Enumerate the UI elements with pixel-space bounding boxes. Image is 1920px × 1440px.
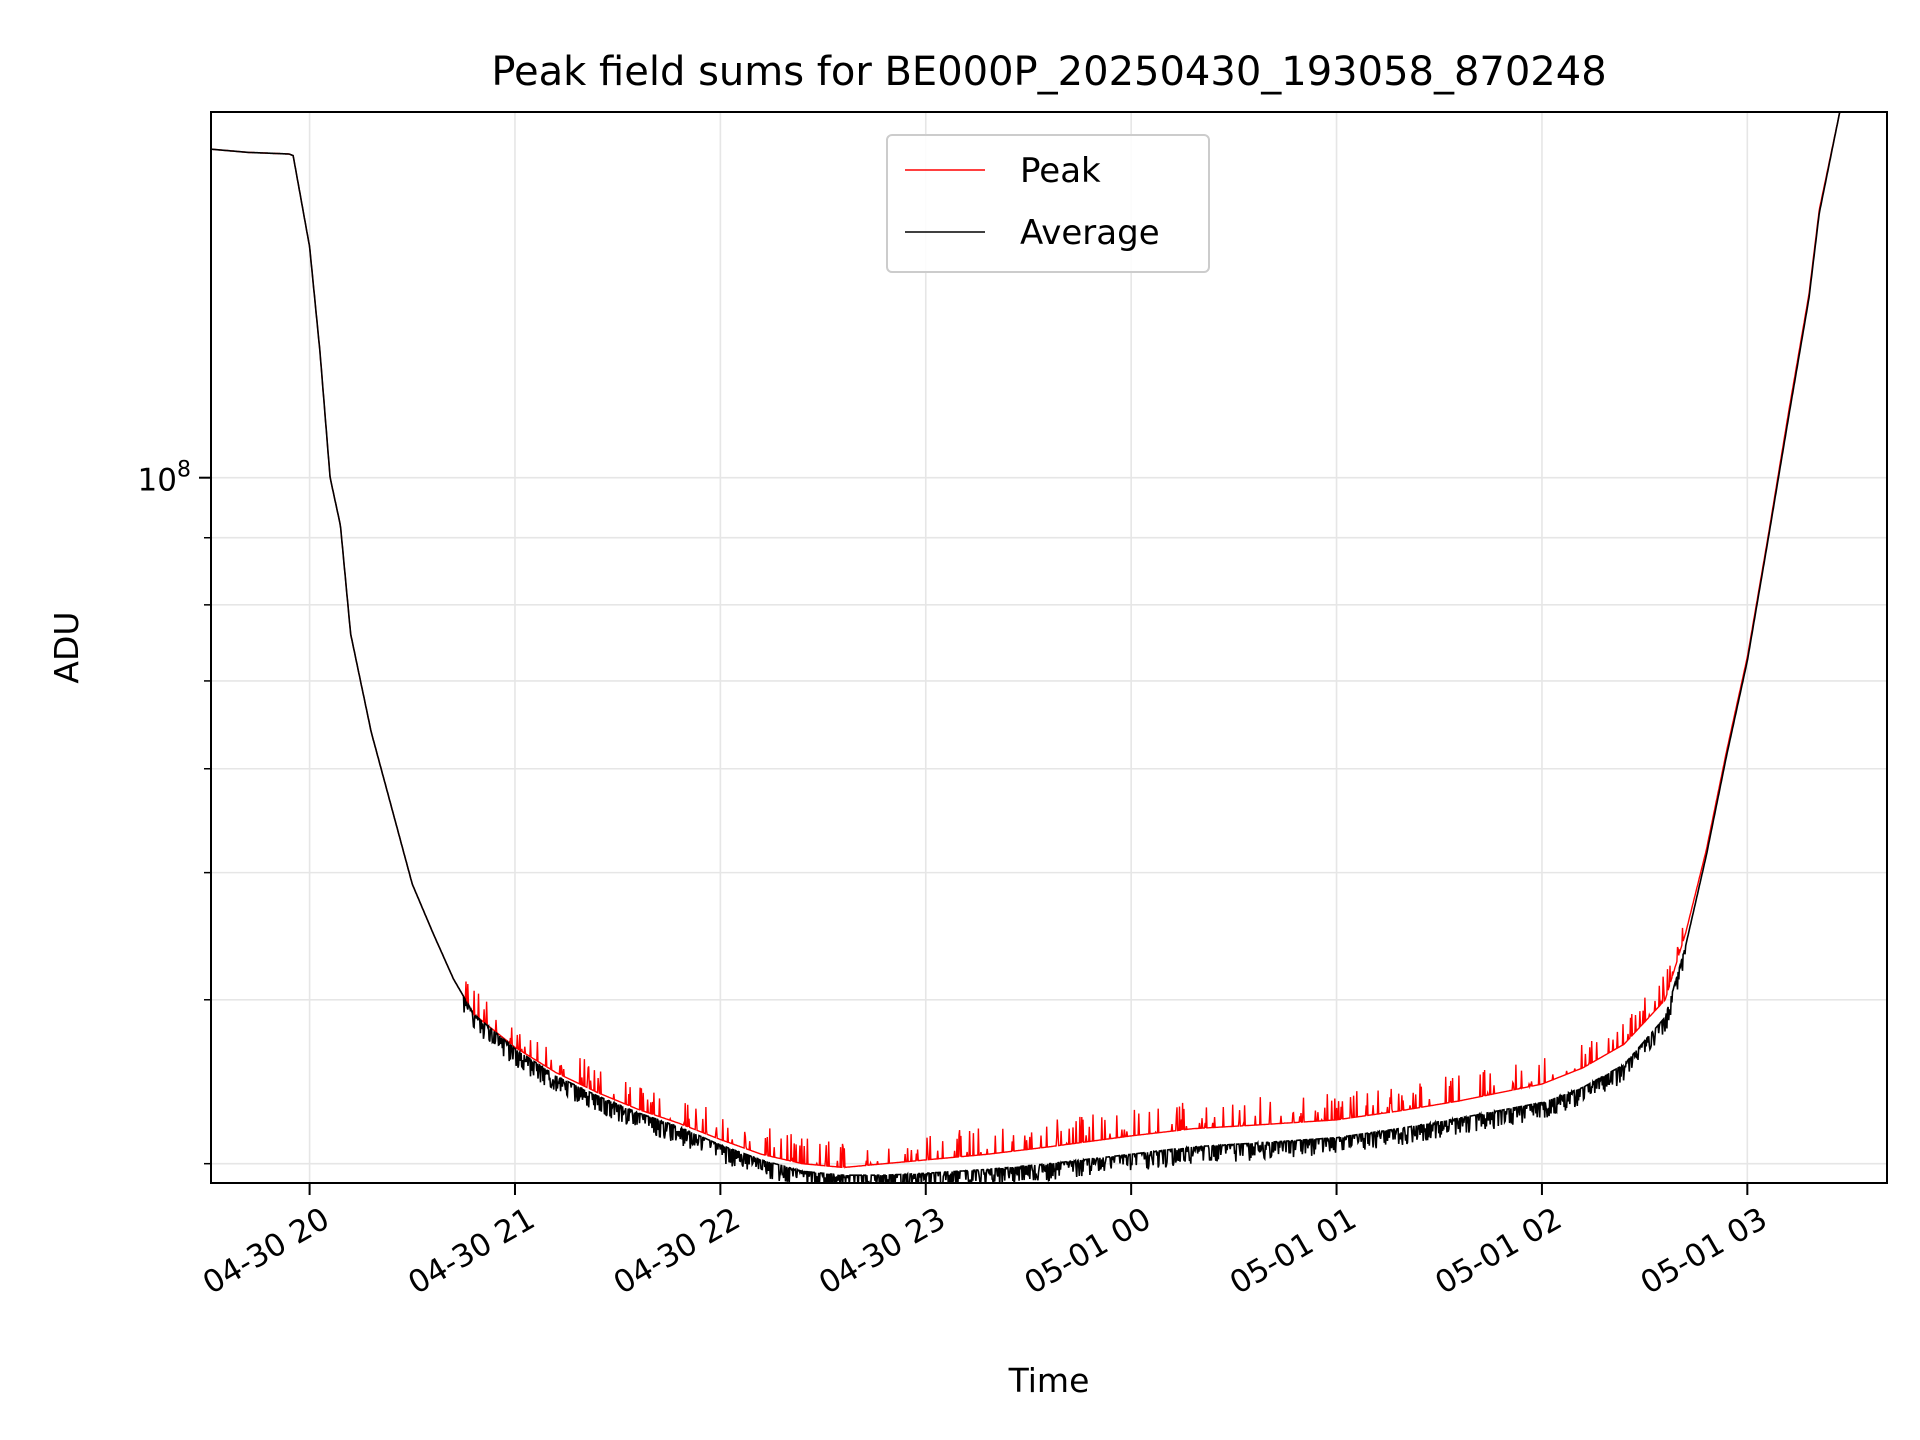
x-tick-label: 04-30 21 (402, 1201, 541, 1302)
y-axis-title: ADU (47, 611, 86, 683)
legend: Peak Average (886, 134, 1210, 273)
x-tick-label: 04-30 22 (608, 1201, 747, 1302)
y-tick-label-exponent: 8 (177, 458, 191, 483)
y-tick-label-base: 10 (138, 463, 177, 499)
series-layer (211, 112, 1841, 1183)
grid (211, 112, 1887, 1183)
chart-title: Peak field sums for BE000P_20250430_1930… (491, 49, 1606, 95)
x-tick-label: 04-30 20 (197, 1201, 336, 1302)
x-tick-label: 05-01 00 (1018, 1201, 1157, 1302)
legend-label-peak: Peak (1020, 151, 1101, 191)
series-line-peak (211, 112, 1841, 1169)
x-tick-label: 05-01 01 (1224, 1201, 1363, 1302)
series-line-average (211, 112, 1841, 1183)
x-tick-label: 04-30 23 (813, 1201, 952, 1302)
plot-frame (210, 111, 1888, 1184)
x-axis-title: Time (1008, 1361, 1090, 1400)
x-tick-label: 05-01 02 (1429, 1201, 1568, 1302)
x-tick-label: 05-01 03 (1635, 1201, 1774, 1302)
y-tick-label: 108 (138, 458, 191, 499)
legend-label-average: Average (1020, 213, 1160, 253)
axes: 04-30 20 04-30 21 04-30 22 04-30 23 05-01 00… (138, 111, 1888, 1302)
